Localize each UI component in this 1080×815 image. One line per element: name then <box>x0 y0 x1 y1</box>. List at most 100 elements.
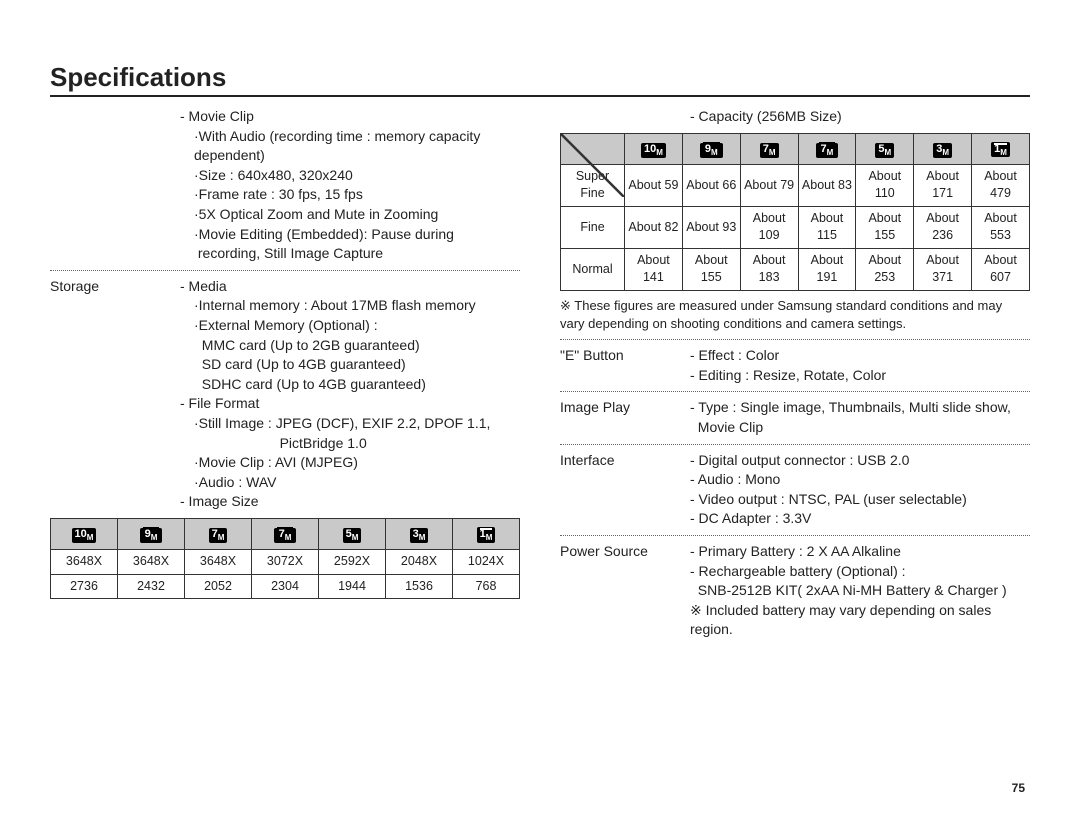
file-line: ·Movie Clip : AVI (MJPEG) <box>180 453 520 473</box>
cap-table-cell: About 155 <box>856 206 914 248</box>
cap-table-cell: About 59 <box>625 164 683 206</box>
size-table-header: 7M <box>185 518 252 549</box>
cap-table-cell: About 171 <box>914 164 972 206</box>
resolution-badge-icon: 3M <box>410 528 429 543</box>
page-title: Specifications <box>50 62 1030 97</box>
size-heading: - Image Size <box>180 492 520 512</box>
cap-row-header: Normal <box>561 248 625 290</box>
size-table-header: 10M <box>51 518 118 549</box>
resolution-badge-icon: 9M <box>700 143 723 158</box>
size-table-cell: 2052 <box>185 574 252 599</box>
cap-table-cell: About 553 <box>972 206 1030 248</box>
cap-table-cell: About 236 <box>914 206 972 248</box>
resolution-badge-icon: 7M <box>760 143 779 158</box>
file-heading: - File Format <box>180 394 520 414</box>
capacity-block: - Capacity (256MB Size) <box>560 107 1030 127</box>
size-table-cell: 768 <box>453 574 520 599</box>
media-line: MMC card (Up to 2GB guaranteed) <box>180 336 520 356</box>
cap-table-cell: About 141 <box>625 248 683 290</box>
media-line: ·Internal memory : About 17MB flash memo… <box>180 296 520 316</box>
size-table-cell: 1024X <box>453 550 520 575</box>
interface-line: - Video output : NTSC, PAL (user selecta… <box>690 490 1030 510</box>
cap-table-cell: About 83 <box>798 164 856 206</box>
size-table-header: 3M <box>386 518 453 549</box>
size-table-header: 9M <box>118 518 185 549</box>
content-columns: - Movie Clip ·With Audio (recording time… <box>50 107 1030 642</box>
power-label: Power Source <box>560 542 690 640</box>
left-column: - Movie Clip ·With Audio (recording time… <box>50 107 520 642</box>
resolution-badge-icon: 10M <box>641 143 666 158</box>
media-line: ·External Memory (Optional) : <box>180 316 520 336</box>
cap-table-header: 3M <box>914 133 972 164</box>
divider <box>560 391 1030 392</box>
cap-table-header: 10M <box>625 133 683 164</box>
page-number: 75 <box>1012 781 1025 795</box>
interface-label: Interface <box>560 451 690 529</box>
movie-clip-line: ·5X Optical Zoom and Mute in Zooming <box>180 205 520 225</box>
divider <box>50 270 520 271</box>
interface-line: - Audio : Mono <box>690 470 1030 490</box>
cap-table-cell: About 479 <box>972 164 1030 206</box>
cap-table-header: 5M <box>856 133 914 164</box>
cap-table-cell: About 79 <box>740 164 798 206</box>
capacity-table: 10M9M7M7M5M3M1M Super FineAbout 59About … <box>560 133 1030 291</box>
size-table-cell: 3648X <box>51 550 118 575</box>
movie-clip-line: recording, Still Image Capture <box>180 244 520 264</box>
size-table-cell: 2736 <box>51 574 118 599</box>
cap-table-header: 1M <box>972 133 1030 164</box>
cap-table-cell: About 155 <box>682 248 740 290</box>
cap-table-header: 7M <box>798 133 856 164</box>
storage-label: Storage <box>50 277 180 512</box>
capacity-note: ※ These figures are measured under Samsu… <box>560 297 1030 333</box>
power-line: SNB-2512B KIT( 2xAA Ni-MH Battery & Char… <box>690 581 1030 601</box>
size-table-cell: 2592X <box>319 550 386 575</box>
file-line: ·Audio : WAV <box>180 473 520 493</box>
capacity-heading: - Capacity (256MB Size) <box>690 107 1030 127</box>
power-block: Power Source - Primary Battery : 2 X AA … <box>560 542 1030 640</box>
e-button-line: - Effect : Color <box>690 346 1030 366</box>
resolution-badge-icon: 7M <box>816 143 839 158</box>
file-line: ·Still Image : JPEG (DCF), EXIF 2.2, DPO… <box>180 414 520 434</box>
size-table-cell: 1944 <box>319 574 386 599</box>
cap-table-cell: About 109 <box>740 206 798 248</box>
movie-clip-block: - Movie Clip ·With Audio (recording time… <box>50 107 520 264</box>
size-table-cell: 3072X <box>252 550 319 575</box>
cap-table-cell: About 371 <box>914 248 972 290</box>
size-table-cell: 2048X <box>386 550 453 575</box>
media-heading: - Media <box>180 277 520 297</box>
size-table-cell: 1536 <box>386 574 453 599</box>
resolution-badge-icon: 7M <box>274 528 297 543</box>
image-play-line: Movie Clip <box>690 418 1030 438</box>
cap-table-cell: About 115 <box>798 206 856 248</box>
interface-line: - DC Adapter : 3.3V <box>690 509 1030 529</box>
cap-row-header: Fine <box>561 206 625 248</box>
size-table-header: 1M <box>453 518 520 549</box>
divider <box>560 339 1030 340</box>
resolution-badge-icon: 5M <box>875 143 894 158</box>
resolution-badge-icon: 10M <box>72 528 97 543</box>
movie-clip-line: ·Movie Editing (Embedded): Pause during <box>180 225 520 245</box>
power-line: - Primary Battery : 2 X AA Alkaline <box>690 542 1030 562</box>
size-table-cell: 3648X <box>185 550 252 575</box>
size-table-header: 5M <box>319 518 386 549</box>
interface-block: Interface - Digital output connector : U… <box>560 451 1030 529</box>
divider <box>560 535 1030 536</box>
e-button-block: "E" Button - Effect : Color - Editing : … <box>560 346 1030 385</box>
interface-line: - Digital output connector : USB 2.0 <box>690 451 1030 471</box>
cap-table-cell: About 66 <box>682 164 740 206</box>
cap-table-cell: About 110 <box>856 164 914 206</box>
e-button-label: "E" Button <box>560 346 690 385</box>
cap-table-cell: About 82 <box>625 206 683 248</box>
media-line: SDHC card (Up to 4GB guaranteed) <box>180 375 520 395</box>
movie-clip-line: ·Size : 640x480, 320x240 <box>180 166 520 186</box>
cap-table-header: 9M <box>682 133 740 164</box>
right-column: - Capacity (256MB Size) 10M9M7M7M5M3M1M … <box>560 107 1030 642</box>
size-table-cell: 2432 <box>118 574 185 599</box>
resolution-badge-icon: 9M <box>140 528 163 543</box>
cap-table-header: 7M <box>740 133 798 164</box>
media-line: SD card (Up to 4GB guaranteed) <box>180 355 520 375</box>
cap-table-cell: About 191 <box>798 248 856 290</box>
size-table-header: 7M <box>252 518 319 549</box>
cap-table-cell: About 93 <box>682 206 740 248</box>
e-button-line: - Editing : Resize, Rotate, Color <box>690 366 1030 386</box>
